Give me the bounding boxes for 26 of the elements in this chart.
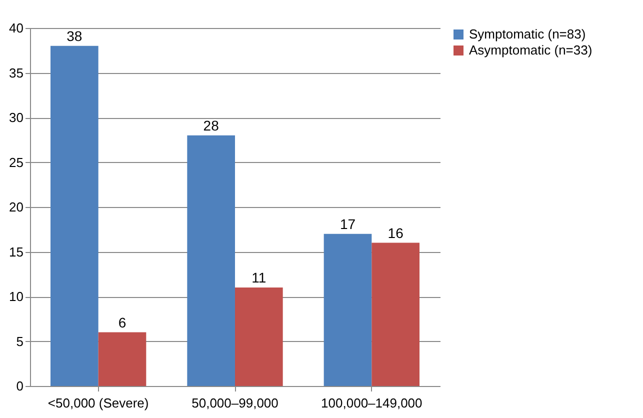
- data-label: 6: [118, 314, 126, 330]
- data-label: 17: [340, 216, 356, 232]
- y-tick-label: 5: [16, 334, 24, 349]
- y-tick-label: 20: [9, 200, 24, 214]
- y-tick-label: 30: [9, 110, 24, 125]
- y-tick-label: 15: [9, 244, 24, 260]
- bar: [50, 46, 98, 386]
- data-label: 28: [203, 117, 220, 134]
- bar: [324, 234, 372, 386]
- y-tick-label: 10: [9, 289, 24, 304]
- x-tick-label: 50,000–99,000: [192, 396, 278, 410]
- x-tick-label: <50,000 (Severe): [48, 396, 149, 410]
- data-label: 16: [388, 224, 404, 241]
- bar: [235, 288, 283, 386]
- legend-label: Asymptomatic (n=33): [469, 42, 592, 58]
- bar: [98, 332, 146, 386]
- data-label: 11: [252, 270, 266, 286]
- x-tick-label: 100,000–149,000: [321, 396, 422, 410]
- bar: [187, 135, 235, 386]
- data-label: 38: [66, 28, 82, 44]
- y-tick-label: 25: [9, 154, 24, 170]
- y-tick-label: 40: [9, 20, 24, 36]
- y-tick-label: 35: [9, 65, 24, 80]
- legend-label: Symptomatic (n=83): [469, 26, 586, 42]
- y-tick-label: 0: [16, 378, 24, 394]
- bar: [372, 242, 420, 386]
